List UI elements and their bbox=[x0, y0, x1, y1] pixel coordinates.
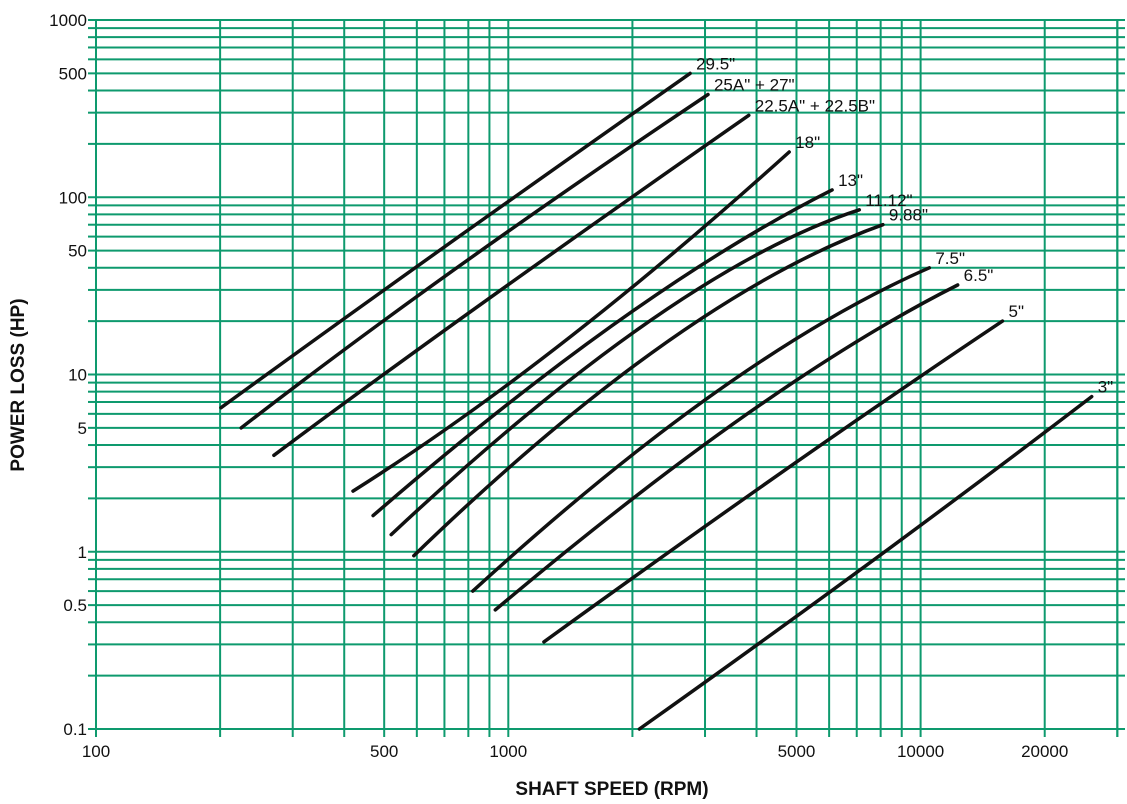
y-tick-labels: 0.1 0.5 1 5 10 50 100 500 1000 bbox=[49, 11, 87, 739]
series-line bbox=[351, 150, 791, 493]
series-label: 29.5" bbox=[696, 54, 735, 73]
series-label: 5" bbox=[1009, 302, 1025, 321]
y-tick-label: 0.1 bbox=[63, 720, 87, 739]
x-tick-labels: 100 500 1000 5000 10000 20000 bbox=[82, 742, 1069, 761]
series-label: 9.88" bbox=[889, 206, 928, 225]
y-tick-label: 1 bbox=[78, 543, 87, 562]
x-tick-label: 10000 bbox=[897, 742, 944, 761]
y-tick-label: 0.5 bbox=[63, 596, 87, 615]
x-axis-title: SHAFT SPEED (RPM) bbox=[515, 779, 708, 800]
series-lines bbox=[219, 71, 1094, 731]
series-line bbox=[412, 222, 885, 558]
x-tick-label: 5000 bbox=[778, 742, 816, 761]
x-tick-label: 500 bbox=[370, 742, 398, 761]
y-axis-title: POWER LOSS (HP) bbox=[8, 298, 29, 471]
y-tick-label: 1000 bbox=[49, 11, 87, 30]
series-line bbox=[239, 92, 710, 430]
x-tick-label: 100 bbox=[82, 742, 110, 761]
y-tick-label: 5 bbox=[78, 419, 87, 438]
x-tick-label: 1000 bbox=[489, 742, 527, 761]
series-line bbox=[219, 71, 692, 410]
series-line bbox=[371, 188, 834, 518]
x-tick-label: 20000 bbox=[1021, 742, 1068, 761]
series-label: 3" bbox=[1098, 378, 1114, 397]
y-tick-label: 50 bbox=[68, 242, 87, 261]
y-tick-label: 10 bbox=[68, 366, 87, 385]
series-label: 11.12" bbox=[865, 191, 912, 210]
series-label: 6.5" bbox=[964, 266, 994, 285]
grid bbox=[88, 19, 1125, 737]
series-line bbox=[471, 266, 932, 593]
series-line bbox=[542, 319, 1005, 644]
series-line bbox=[493, 283, 960, 612]
series-label: 7.5" bbox=[935, 249, 965, 268]
series-label: 13" bbox=[838, 171, 863, 190]
series-line bbox=[637, 394, 1094, 731]
series-label: 22.5A" + 22.5B" bbox=[755, 96, 875, 115]
series-line bbox=[389, 208, 862, 537]
series-label: 25A" + 27" bbox=[714, 75, 795, 94]
y-tick-label: 100 bbox=[59, 188, 87, 207]
series-line bbox=[272, 113, 751, 458]
series-label: 18" bbox=[795, 133, 820, 152]
y-tick-label: 500 bbox=[59, 64, 87, 83]
series-labels: 29.5" 25A" + 27" 22.5A" + 22.5B" 18" 13"11.1… bbox=[696, 54, 1113, 396]
